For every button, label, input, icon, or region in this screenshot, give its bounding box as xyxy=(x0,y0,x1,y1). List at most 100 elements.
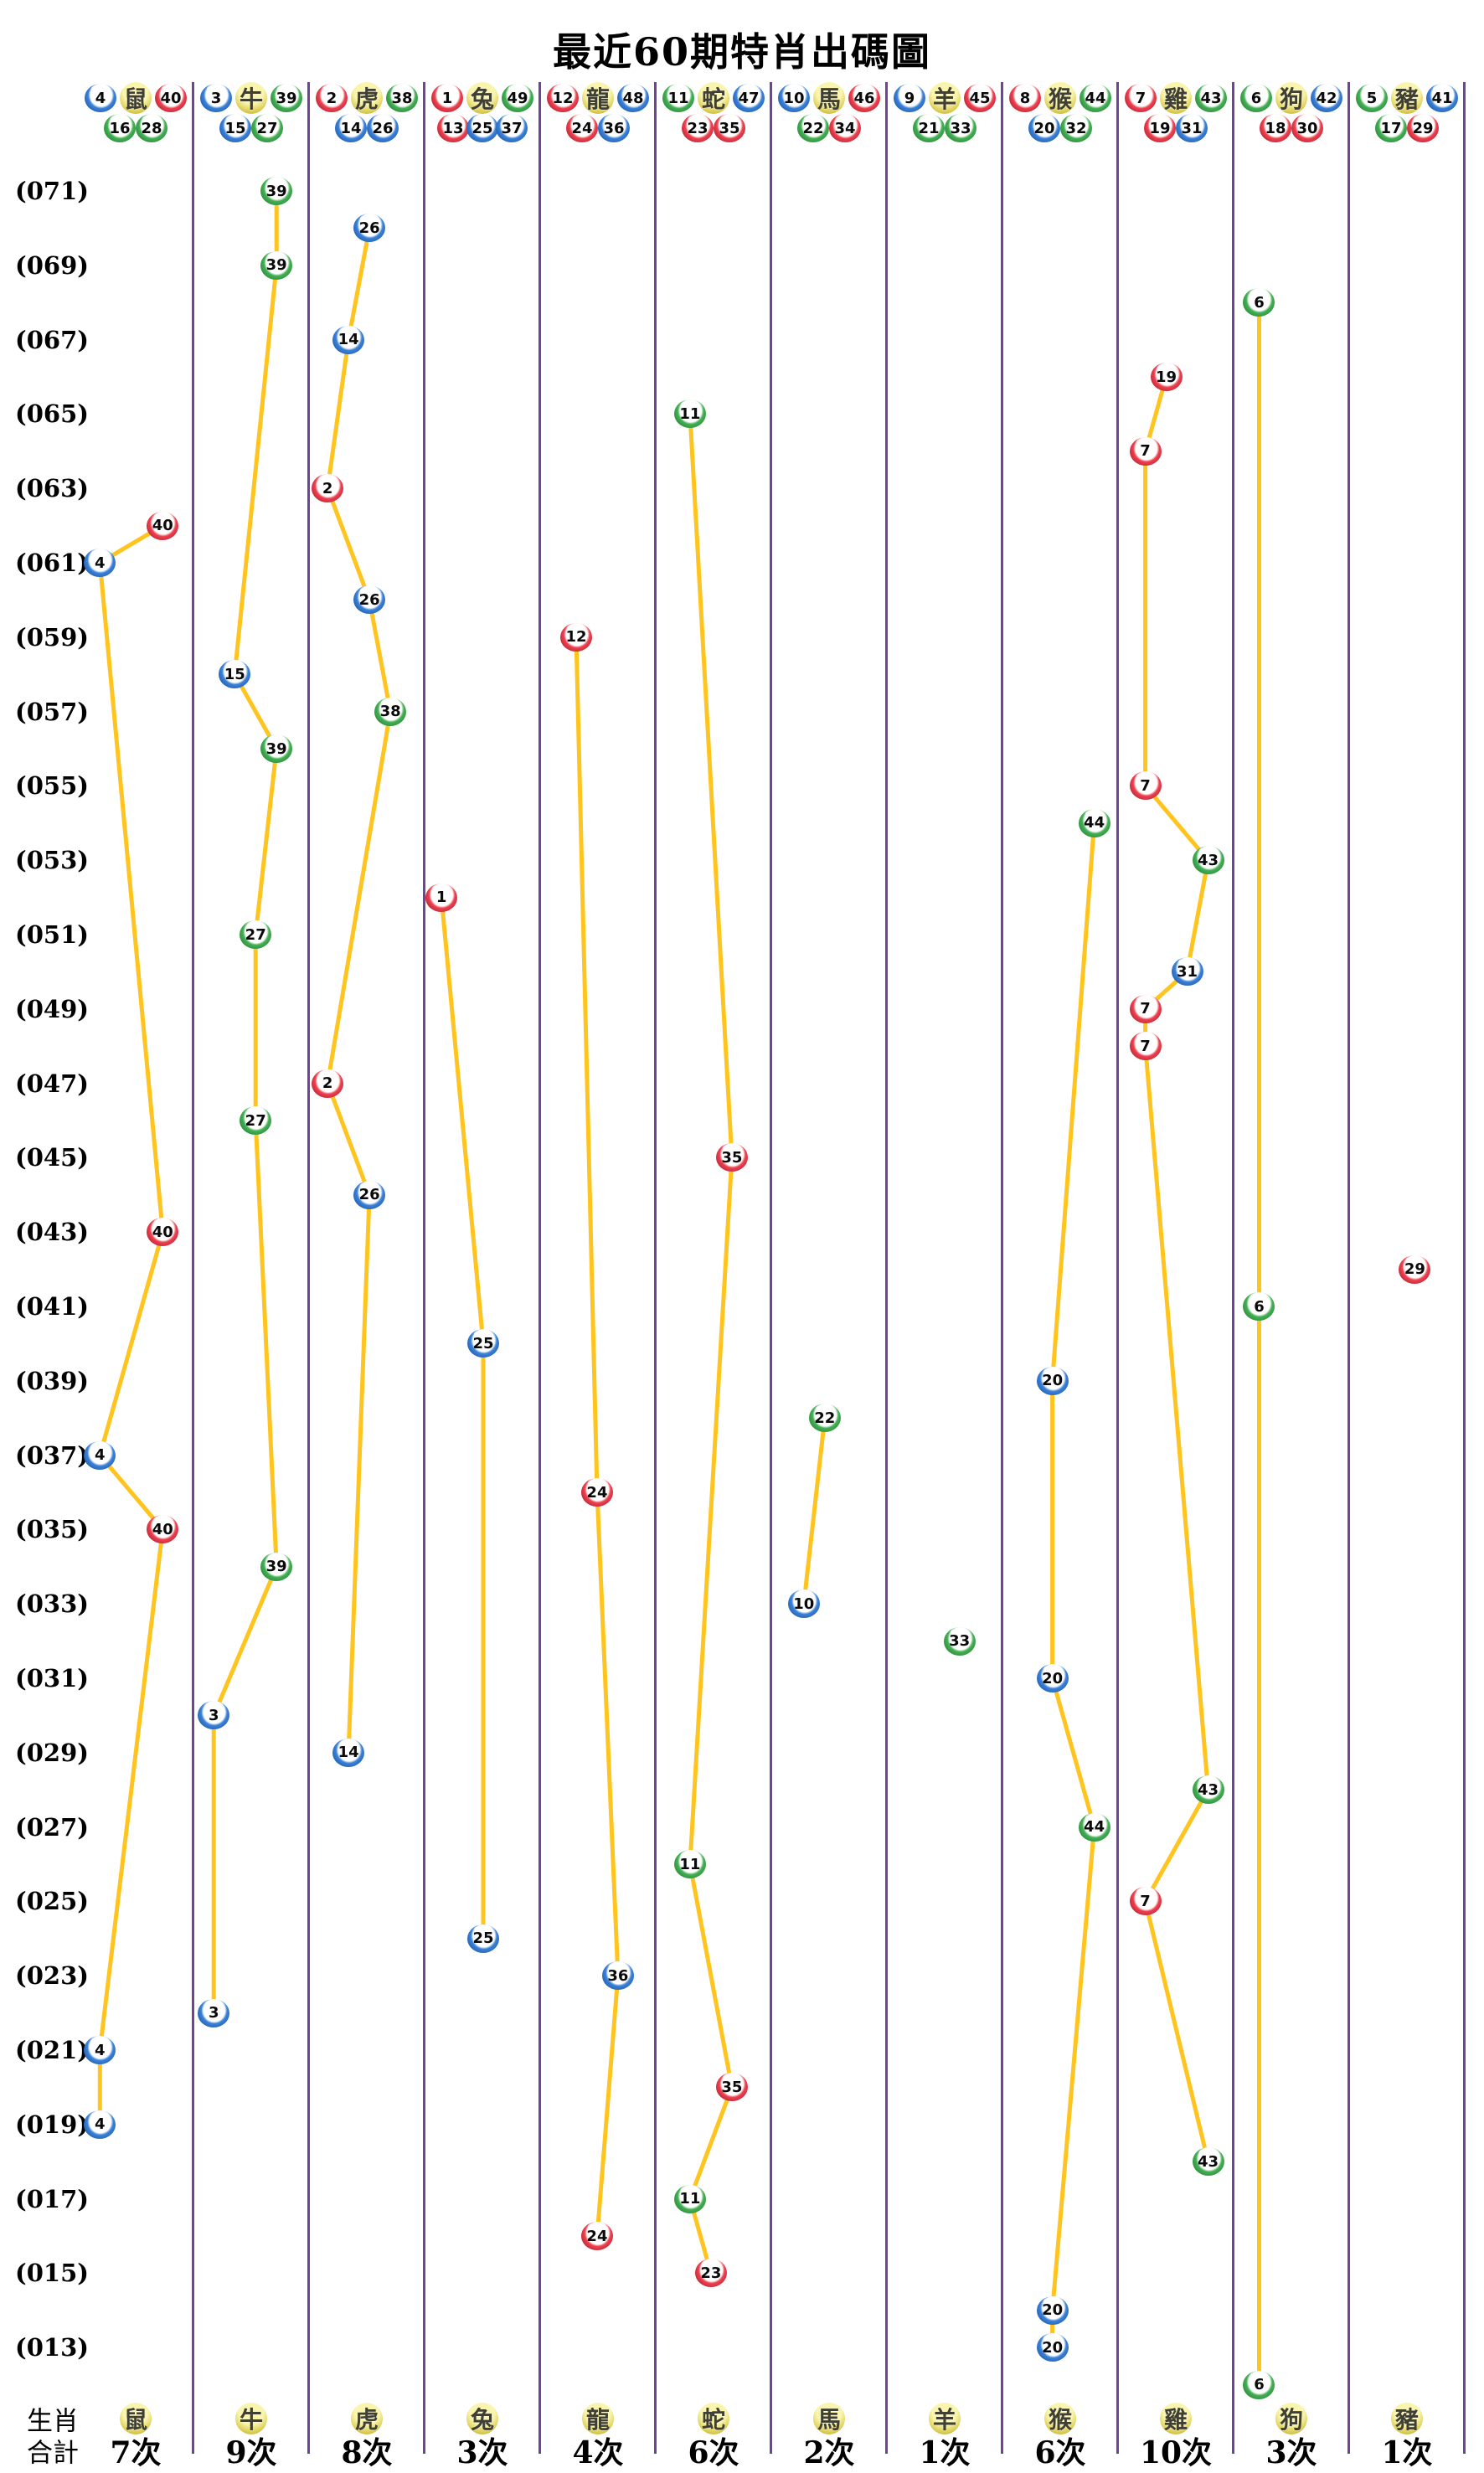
header-ball: 41 xyxy=(1426,84,1458,112)
header-zodiac-badge: 雞 xyxy=(1160,82,1192,114)
header-ball: 8 xyxy=(1009,84,1041,112)
period-label: (065) xyxy=(15,399,89,429)
period-label: (031) xyxy=(15,1664,89,1692)
period-label: (045) xyxy=(15,1143,89,1172)
data-ball: 25 xyxy=(467,1924,500,1953)
data-ball: 44 xyxy=(1078,1812,1110,1842)
data-ball: 25 xyxy=(467,1329,500,1358)
data-ball: 20 xyxy=(1036,1366,1069,1395)
header-ball: 38 xyxy=(386,84,418,112)
header-ball: 11 xyxy=(662,84,694,112)
period-label: (067) xyxy=(15,325,89,354)
header-ball: 15 xyxy=(219,114,251,142)
header-ball: 22 xyxy=(797,114,829,142)
data-ball: 7 xyxy=(1129,994,1162,1023)
period-label: (021) xyxy=(15,2036,89,2064)
period-label: (049) xyxy=(15,994,89,1023)
header-ball: 28 xyxy=(136,114,167,142)
divider-line xyxy=(1232,82,1234,2454)
data-ball: 7 xyxy=(1129,1032,1162,1061)
header-ball: 32 xyxy=(1060,114,1092,142)
period-label: (023) xyxy=(15,1961,89,1991)
footer-zodiac-badge: 龍 xyxy=(582,2403,614,2434)
footer-zodiac-badge: 豬 xyxy=(1391,2403,1423,2434)
footer-zodiac-badge: 虎 xyxy=(351,2403,383,2434)
divider-line xyxy=(423,82,425,2454)
count-label: 2次 xyxy=(803,2435,855,2470)
data-ball: 40 xyxy=(147,1515,179,1544)
header-ball: 48 xyxy=(617,84,649,112)
trend-polyline xyxy=(325,225,393,1755)
data-ball: 27 xyxy=(240,920,272,949)
divider-line xyxy=(1116,82,1119,2454)
footer-total-row-label: 合計 xyxy=(27,2438,79,2469)
data-ball: 39 xyxy=(260,250,293,280)
header-ball: 19 xyxy=(1144,114,1176,142)
divider-line xyxy=(307,82,310,2454)
divider-line xyxy=(1463,82,1466,2454)
period-label: (027) xyxy=(15,1812,89,1842)
period-label: (057) xyxy=(15,697,89,726)
data-ball: 6 xyxy=(1243,288,1275,317)
count-label: 3次 xyxy=(456,2435,508,2470)
period-label: (035) xyxy=(15,1515,89,1544)
period-label: (069) xyxy=(15,250,89,280)
data-ball: 20 xyxy=(1036,1664,1069,1692)
header-ball: 47 xyxy=(733,84,765,112)
header-ball: 7 xyxy=(1125,84,1157,112)
trend-polyline xyxy=(97,523,165,2127)
header-ball: 29 xyxy=(1407,114,1439,142)
footer-zodiac-badge: 馬 xyxy=(813,2403,845,2434)
header-zodiac-badge: 龍 xyxy=(582,82,614,114)
header-zodiac-badge: 狗 xyxy=(1275,82,1307,114)
header-ball: 24 xyxy=(566,114,598,142)
header-ball: 14 xyxy=(335,114,367,142)
trend-polyline xyxy=(211,188,279,2016)
period-label: (059) xyxy=(15,622,89,652)
header-ball: 9 xyxy=(894,84,925,112)
header-ball: 10 xyxy=(778,84,810,112)
divider-line xyxy=(1347,82,1350,2454)
data-ball: 24 xyxy=(580,1478,613,1507)
data-ball: 12 xyxy=(559,622,592,652)
header-ball: 26 xyxy=(367,114,399,142)
footer-zodiac-badge: 鼠 xyxy=(120,2403,152,2434)
period-label: (063) xyxy=(15,474,89,503)
header-ball: 42 xyxy=(1311,84,1342,112)
period-label: (033) xyxy=(15,1589,89,1619)
period-label: (043) xyxy=(15,1218,89,1247)
header-ball: 35 xyxy=(714,114,745,142)
header-ball: 34 xyxy=(829,114,861,142)
period-label: (039) xyxy=(15,1366,89,1395)
count-label: 4次 xyxy=(572,2435,624,2470)
data-ball: 43 xyxy=(1192,846,1224,875)
data-ball: 36 xyxy=(601,1961,634,1991)
footer-zodiac-badge: 雞 xyxy=(1160,2403,1192,2434)
divider-line xyxy=(1001,82,1003,2454)
header-ball: 30 xyxy=(1291,114,1323,142)
data-ball: 7 xyxy=(1129,771,1162,801)
period-label: (015) xyxy=(15,2259,89,2288)
data-ball: 22 xyxy=(808,1404,841,1433)
divider-line xyxy=(770,82,772,2454)
header-zodiac-badge: 猴 xyxy=(1044,82,1076,114)
divider-line xyxy=(885,82,888,2454)
data-ball: 27 xyxy=(240,1106,272,1135)
trend-polyline xyxy=(688,411,734,2275)
header-zodiac-badge: 羊 xyxy=(929,82,961,114)
divider-line xyxy=(538,82,541,2454)
period-label: (029) xyxy=(15,1738,89,1767)
header-ball: 25 xyxy=(466,114,498,142)
period-label: (047) xyxy=(15,1069,89,1098)
data-ball: 26 xyxy=(353,214,386,243)
header-ball: 2 xyxy=(316,84,348,112)
data-ball: 4 xyxy=(84,549,116,577)
header-zodiac-badge: 馬 xyxy=(813,82,845,114)
footer-zodiac-badge: 蛇 xyxy=(698,2403,729,2434)
data-ball: 19 xyxy=(1150,363,1183,391)
page-title: 最近60期特肖出碼圖 xyxy=(552,29,931,75)
data-ball: 39 xyxy=(260,1552,293,1581)
data-ball: 15 xyxy=(219,660,251,689)
trend-polyline xyxy=(1143,374,1210,2164)
